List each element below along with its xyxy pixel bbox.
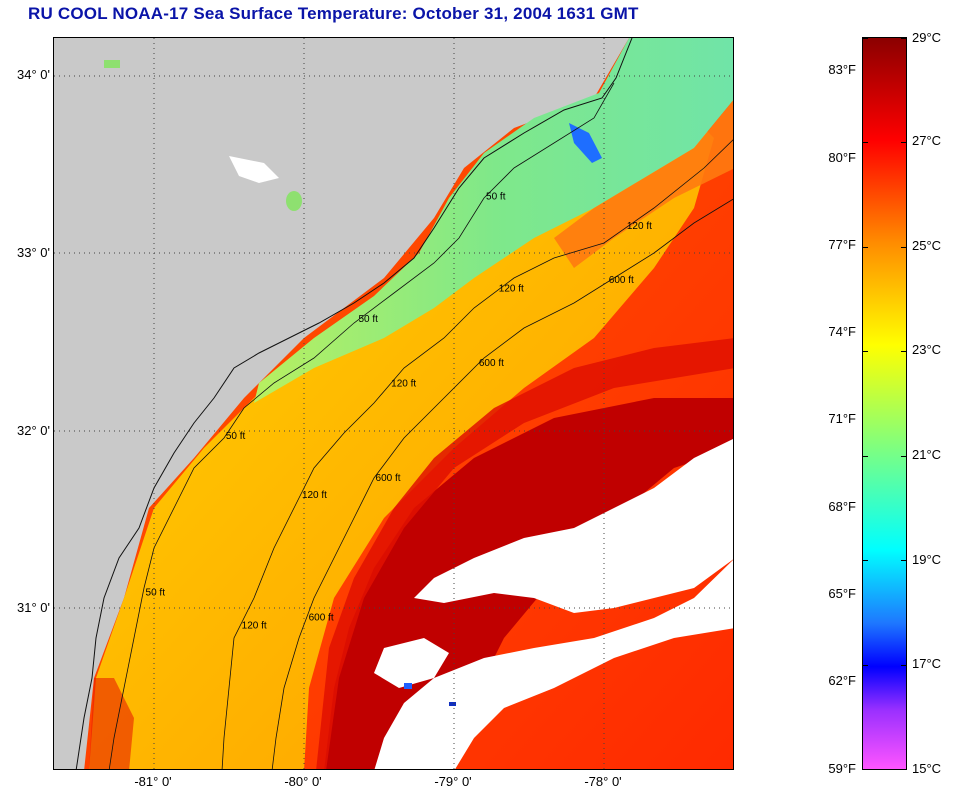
lat-label-33: 33° 0': [17, 245, 50, 260]
lat-label-31: 31° 0': [17, 600, 50, 615]
inland-lake-2: [286, 191, 302, 211]
colorbar-tick: [863, 665, 868, 666]
lat-label-34: 34° 0': [17, 67, 50, 82]
colorbar-tick: [863, 38, 868, 39]
coastal-water: [254, 38, 733, 403]
colorbar-tick: [901, 247, 906, 248]
colorbar-tick: [901, 38, 906, 39]
colorbar-tick: [901, 351, 906, 352]
cloud-main: [414, 438, 733, 613]
colorbar-c-label-19: 19°C: [912, 552, 942, 567]
colorbar-c-label-27: 27°C: [912, 133, 942, 148]
contour-label: 120 ft: [302, 490, 327, 501]
inland-lake-3: [104, 60, 120, 68]
lat-label-32: 32° 0': [17, 423, 50, 438]
nearshore-south: [89, 678, 134, 769]
cloud-patch: [374, 638, 449, 688]
colorbar-tick: [863, 247, 868, 248]
cloud-south: [374, 559, 733, 769]
colorbar-c-label-21: 21°C: [912, 447, 942, 462]
contour-label: 120 ft: [242, 621, 267, 632]
cold-pixel-2: [449, 702, 456, 706]
colorbar-c-label-29: 29°C: [912, 30, 942, 45]
lon-label-78: -78° 0': [584, 774, 622, 789]
colorbar-tick: [863, 351, 868, 352]
contour-label: 120 ft: [391, 378, 416, 389]
contour-50ft: [108, 82, 615, 769]
colorbar-f-label-59: 59°F: [828, 761, 856, 776]
lon-label-80: -80° 0': [284, 774, 322, 789]
colorbar-f-label-68: 68°F: [828, 499, 856, 514]
contour-label: 50 ft: [226, 431, 246, 442]
lon-label-81: -81° 0': [134, 774, 172, 789]
colorbar-f-label-80: 80°F: [828, 150, 856, 165]
grid-lines: [54, 38, 733, 769]
colorbar-tick: [901, 560, 906, 561]
colorbar-tick: [901, 456, 906, 457]
colorbar-tick: [863, 769, 868, 770]
northern-offshore: [554, 100, 733, 268]
contour-label: 600 ft: [376, 473, 401, 484]
contour-label: 600 ft: [609, 275, 634, 286]
coastline: [75, 38, 633, 769]
contour-label: 50 ft: [358, 314, 378, 325]
colorbar-tick: [863, 142, 868, 143]
sst-map-graphic: 50 ft 50 ft 50 ft 50 ft 120 ft 120 ft 120 ft 12…: [54, 38, 733, 769]
colorbar-tick: [901, 665, 906, 666]
inland-lake-1: [229, 156, 279, 183]
temperature-colorbar: [862, 37, 907, 770]
sst-map: 50 ft 50 ft 50 ft 50 ft 120 ft 120 ft 120 ft 12…: [53, 37, 734, 770]
shelf-water: [89, 98, 714, 769]
lon-label-79: -79° 0': [434, 774, 472, 789]
colorbar-f-label-62: 62°F: [828, 673, 856, 688]
cold-pixel-1: [404, 683, 412, 689]
contour-label: 50 ft: [146, 587, 166, 598]
contour-label: 50 ft: [486, 192, 506, 203]
colorbar-tick: [863, 560, 868, 561]
colorbar-f-label-71: 71°F: [828, 411, 856, 426]
colorbar-c-label-25: 25°C: [912, 238, 942, 253]
colorbar-f-label-77: 77°F: [828, 237, 856, 252]
colorbar-f-label-74: 74°F: [828, 324, 856, 339]
contour-label: 120 ft: [627, 221, 652, 232]
colorbar-tick: [901, 142, 906, 143]
contour-label: 600 ft: [309, 612, 334, 623]
contour-label: 120 ft: [499, 284, 524, 295]
contour-label: 600 ft: [479, 358, 504, 369]
cold-pocket: [569, 123, 602, 163]
colorbar-c-label-15: 15°C: [912, 761, 942, 776]
map-title: RU COOL NOAA-17 Sea Surface Temperature:…: [28, 4, 639, 23]
colorbar-tick: [863, 456, 868, 457]
colorbar-f-label-83: 83°F: [828, 62, 856, 77]
colorbar-f-label-65: 65°F: [828, 586, 856, 601]
colorbar-tick: [901, 769, 906, 770]
contour-120ft: [221, 139, 733, 769]
colorbar-c-label-17: 17°C: [912, 656, 942, 671]
contour-600ft: [271, 198, 733, 769]
colorbar-c-label-23: 23°C: [912, 342, 942, 357]
